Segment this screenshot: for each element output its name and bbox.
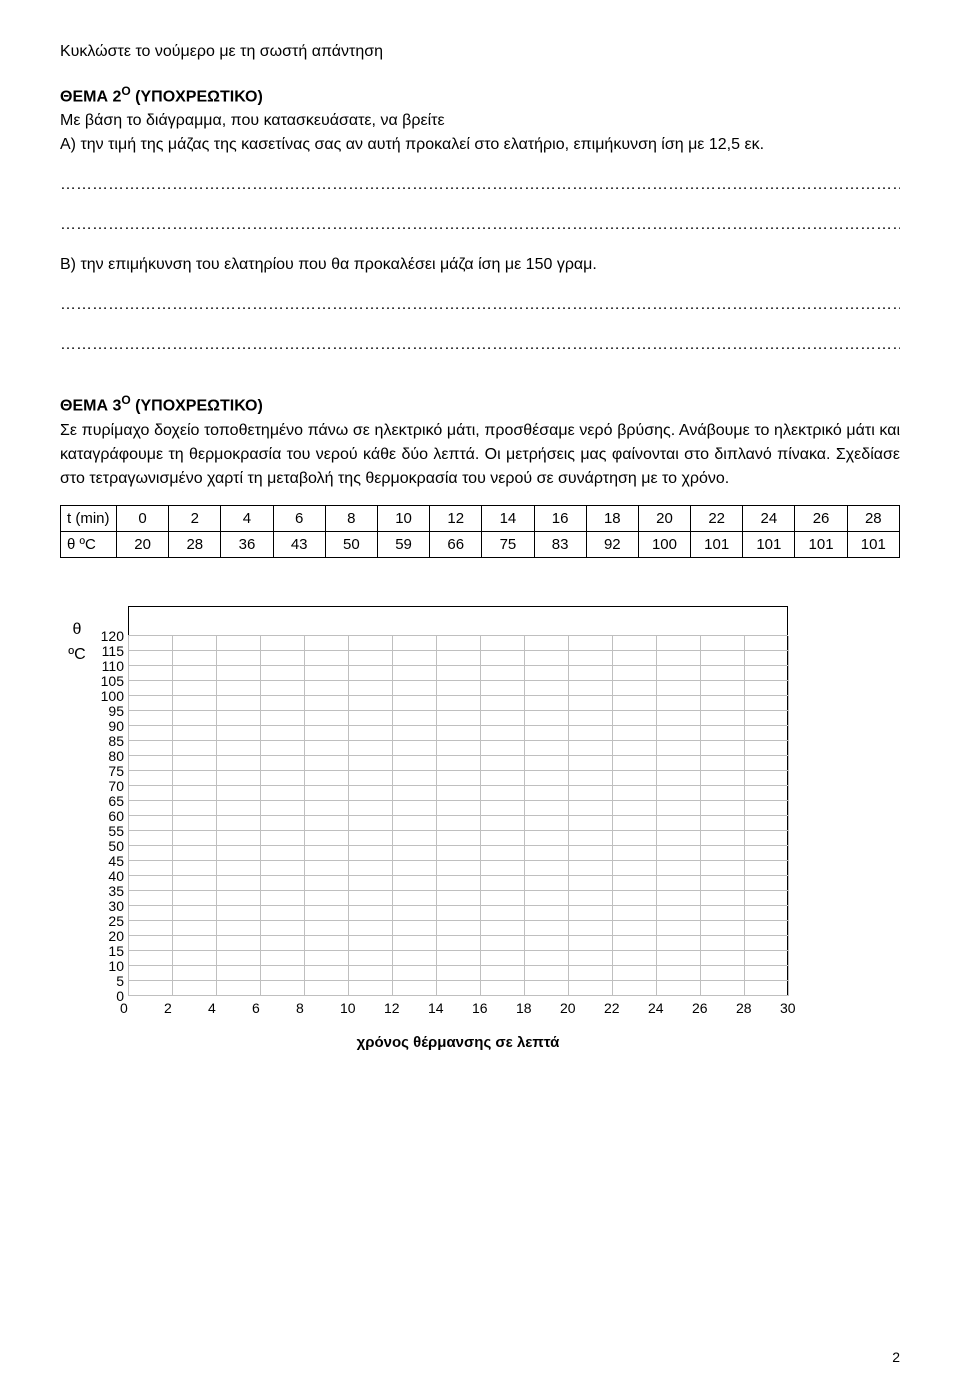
table-cell: 26: [795, 505, 847, 531]
table-cell: 6: [273, 505, 325, 531]
y-tick: 110: [102, 659, 124, 673]
y-tick: 70: [108, 779, 124, 793]
y-tick: 5: [116, 974, 124, 988]
table-cell: 83: [534, 531, 586, 557]
table-cell: 24: [743, 505, 795, 531]
data-table: t (min) 02468 1012141618 2022242628 θ ºC…: [60, 505, 900, 558]
table-cell: 14: [482, 505, 534, 531]
x-ticks: 024681012141618202224262830: [128, 1000, 788, 1018]
heading-post: (ΥΠΟΧΡΕΩΤΙΚΟ): [131, 398, 263, 415]
grid-box: [128, 606, 788, 996]
dotted-line: ……………………………………………………………………………………………………………: [60, 173, 900, 197]
row-head-theta: θ ºC: [61, 531, 117, 557]
table-cell: 12: [430, 505, 482, 531]
y-tick: 50: [108, 839, 124, 853]
y-tick: 45: [108, 854, 124, 868]
y-tick: 30: [108, 899, 124, 913]
table-cell: 101: [795, 531, 847, 557]
intro-line: Κυκλώστε το νούμερο με τη σωστή απάντηση: [60, 40, 900, 64]
table-cell: 28: [169, 531, 221, 557]
table-cell: 20: [638, 505, 690, 531]
page: Κυκλώστε το νούμερο με τη σωστή απάντηση…: [0, 0, 960, 1385]
table-cell: 2: [169, 505, 221, 531]
table-row: θ ºC 2028364350 5966758392 1001011011011…: [61, 531, 900, 557]
table-cell: 59: [377, 531, 429, 557]
y-ticks: 1201151101051009590858075706560555045403…: [94, 606, 128, 996]
y-tick: 115: [102, 644, 124, 658]
y-tick: 60: [108, 809, 124, 823]
y-tick: 90: [108, 719, 124, 733]
table-cell: 28: [847, 505, 899, 531]
y-tick: 80: [108, 749, 124, 763]
table-cell: 100: [638, 531, 690, 557]
table-cell: 36: [221, 531, 273, 557]
y-tick: 105: [101, 674, 124, 688]
thema2-heading: ΘΕΜΑ 2Ο (ΥΠΟΧΡΕΩΤΙΚΟ): [60, 82, 900, 109]
y-tick: 10: [108, 959, 124, 973]
heading-post: (ΥΠΟΧΡΕΩΤΙΚΟ): [131, 88, 263, 105]
table-cell: 101: [691, 531, 743, 557]
table-cell: 75: [482, 531, 534, 557]
thema3-heading: ΘΕΜΑ 3Ο (ΥΠΟΧΡΕΩΤΙΚΟ): [60, 391, 900, 418]
dotted-line: ……………………………………………………………………………………………………………: [60, 333, 900, 357]
table-cell: 8: [325, 505, 377, 531]
page-number: 2: [892, 1349, 900, 1365]
y-tick: 120: [101, 629, 124, 643]
chart-grid: [128, 636, 788, 996]
table-cell: 16: [534, 505, 586, 531]
thema3-body: Σε πυρίμαχο δοχείο τοποθετημένο πάνω σε …: [60, 419, 900, 491]
dotted-line: ……………………………………………………………………………………………………………: [60, 213, 900, 237]
table-cell: 101: [743, 531, 795, 557]
table-cell: 43: [273, 531, 325, 557]
table-cell: 20: [117, 531, 169, 557]
y-tick: 20: [108, 929, 124, 943]
table-cell: 101: [847, 531, 899, 557]
thema2-body1: Με βάση το διάγραμμα, που κατασκευάσατε,…: [60, 109, 900, 133]
table-cell: 10: [377, 505, 429, 531]
y-tick: 65: [108, 794, 124, 808]
chart: θ ºC 12011511010510095908580757065605550…: [60, 606, 900, 1051]
dotted-line: ……………………………………………………………………………………………………………: [60, 293, 900, 317]
y-tick: 100: [101, 689, 124, 703]
thema2-partB: Β) την επιμήκυνση του ελατηρίου που θα π…: [60, 253, 900, 277]
table-cell: 66: [430, 531, 482, 557]
table-cell: 0: [117, 505, 169, 531]
x-axis-label: χρόνος θέρμανσης σε λεπτά: [128, 1034, 788, 1051]
y-tick: 85: [108, 734, 124, 748]
heading-pre: ΘΕΜΑ 2: [60, 88, 121, 105]
heading-pre: ΘΕΜΑ 3: [60, 398, 121, 415]
y-tick: 15: [108, 944, 124, 958]
y-tick: 40: [108, 869, 124, 883]
table-cell: 92: [586, 531, 638, 557]
thema2-partA: Α) την τιμή της μάζας της κασετίνας σας …: [60, 133, 900, 157]
y-tick: 25: [108, 914, 124, 928]
table-cell: 50: [325, 531, 377, 557]
y-axis-label: θ ºC: [60, 620, 94, 664]
table-cell: 4: [221, 505, 273, 531]
table-row: t (min) 02468 1012141618 2022242628: [61, 505, 900, 531]
y-tick: 75: [108, 764, 124, 778]
heading-sup: Ο: [121, 84, 130, 98]
y-tick: 55: [108, 824, 124, 838]
row-head-t: t (min): [61, 505, 117, 531]
table-cell: 18: [586, 505, 638, 531]
y-tick: 95: [108, 704, 124, 718]
table-cell: 22: [691, 505, 743, 531]
heading-sup: Ο: [121, 393, 130, 407]
y-tick: 35: [108, 884, 124, 898]
